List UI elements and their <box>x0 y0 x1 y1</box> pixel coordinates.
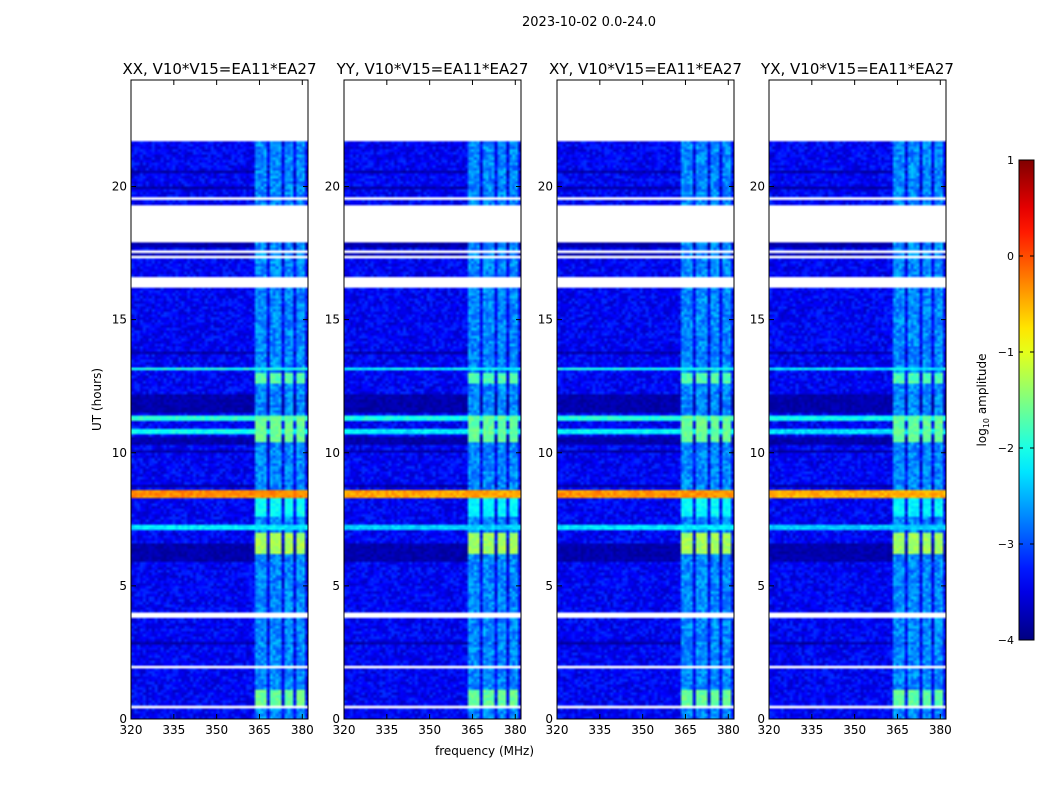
y-axis-label: UT (hours) <box>90 368 104 431</box>
colorbar-frame <box>1018 159 1035 641</box>
y-tick-label: 10 <box>325 446 340 460</box>
x-tick-label: 365 <box>886 723 909 737</box>
y-tick-label: 5 <box>119 579 127 593</box>
y-tick-label: 15 <box>750 313 765 327</box>
dynamic-spectrum-heatmap <box>131 80 308 719</box>
y-tick-label: 5 <box>332 579 340 593</box>
y-tick-label: 0 <box>757 712 765 726</box>
y-tick-label: 0 <box>545 712 553 726</box>
plot-frame <box>130 79 309 720</box>
x-tick-label: 320 <box>546 723 569 737</box>
x-tick-label: 320 <box>758 723 781 737</box>
x-tick-label: 335 <box>162 723 185 737</box>
x-tick-label: 380 <box>291 723 314 737</box>
x-tick-label: 365 <box>674 723 697 737</box>
colorbar-tick-label: 1 <box>1007 154 1014 167</box>
y-tick-label: 0 <box>332 712 340 726</box>
colorbar-tick-label: −2 <box>998 442 1014 455</box>
x-tick-label: 380 <box>504 723 527 737</box>
panel-title: XX, V10*V15=EA11*EA27 <box>122 60 316 78</box>
y-tick-label: 15 <box>538 313 553 327</box>
y-tick-label: 10 <box>538 446 553 460</box>
x-tick-label: 335 <box>588 723 611 737</box>
y-tick-label: 10 <box>750 446 765 460</box>
x-tick-label: 350 <box>631 723 654 737</box>
panels: XX, V10*V15=EA11*EA27 320 335 350 365 380 0 5 10… <box>90 60 954 758</box>
x-tick-label: 320 <box>120 723 143 737</box>
y-tick-label: 0 <box>119 712 127 726</box>
colorbar: 1 0 −1 −2 −3 −4 log10 amplitude <box>975 154 1035 647</box>
x-tick-label: 365 <box>248 723 271 737</box>
y-tick-label: 5 <box>757 579 765 593</box>
colorbar-tick-label: −1 <box>998 346 1014 359</box>
x-tick-label: 320 <box>333 723 356 737</box>
x-tick-label: 350 <box>843 723 866 737</box>
y-tick-label: 20 <box>750 180 765 194</box>
y-tick-label: 20 <box>112 180 127 194</box>
panel-1: XX, V10*V15=EA11*EA27 320 335 350 365 380 0 5 10… <box>90 60 317 737</box>
y-tick-label: 15 <box>325 313 340 327</box>
x-tick-label: 335 <box>800 723 823 737</box>
x-tick-label: 350 <box>205 723 228 737</box>
dynamic-spectrum-heatmap <box>344 80 521 719</box>
panel-2: YY, V10*V15=EA11*EA27 320 335 350 365 380 0 5 10… <box>325 60 534 758</box>
x-axis-label: frequency (MHz) <box>435 744 534 758</box>
plot-frame <box>556 79 735 720</box>
panel-title: YY, V10*V15=EA11*EA27 <box>336 60 529 78</box>
x-tick-label: 380 <box>929 723 952 737</box>
colorbar-tick-label: −4 <box>998 634 1014 647</box>
y-tick-label: 5 <box>545 579 553 593</box>
y-tick-label: 10 <box>112 446 127 460</box>
panel-4: YX, V10*V15=EA11*EA27 320 335 350 365 380 0 5 10… <box>750 60 954 737</box>
panel-title: YX, V10*V15=EA11*EA27 <box>760 60 954 78</box>
dynamic-spectrum-heatmap <box>769 80 946 719</box>
colorbar-tick-label: −3 <box>998 538 1014 551</box>
x-tick-label: 380 <box>717 723 740 737</box>
y-tick-label: 15 <box>112 313 127 327</box>
colorbar-tick-label: 0 <box>1007 250 1014 263</box>
colorbar-gradient <box>1019 160 1034 640</box>
plot-frame <box>343 79 522 720</box>
panel-3: XY, V10*V15=EA11*EA27 320 335 350 365 380 0 5 10… <box>538 60 742 737</box>
panel-title: XY, V10*V15=EA11*EA27 <box>549 60 742 78</box>
colorbar-label: log10 amplitude <box>975 354 991 447</box>
dynamic-spectrum-heatmap <box>557 80 734 719</box>
x-tick-label: 365 <box>461 723 484 737</box>
suptitle: 2023-10-02 0.0-24.0 <box>522 15 656 30</box>
y-tick-label: 20 <box>538 180 553 194</box>
x-tick-label: 335 <box>375 723 398 737</box>
plot-frame <box>768 79 947 720</box>
x-tick-label: 350 <box>418 723 441 737</box>
y-tick-label: 20 <box>325 180 340 194</box>
